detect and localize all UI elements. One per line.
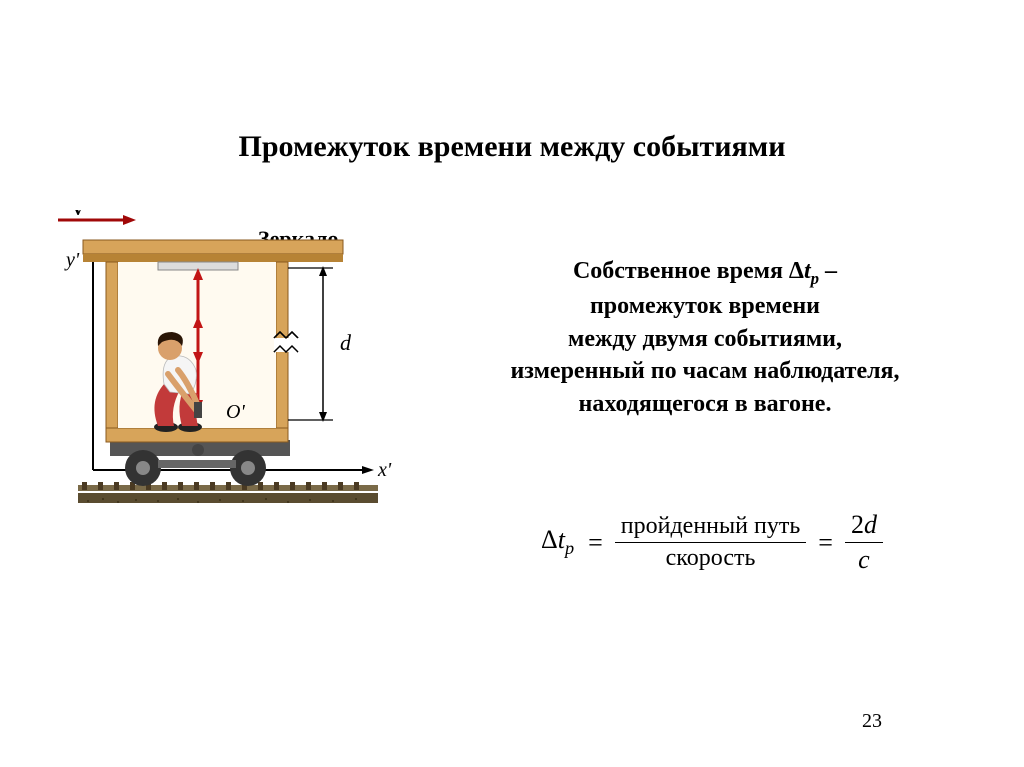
body-line-2: промежуток времени — [415, 290, 995, 322]
svg-text:v: v — [73, 210, 83, 220]
light-clock-figure: v y' x' — [48, 210, 408, 520]
figure-svg: v y' x' — [48, 210, 408, 520]
formula-frac-words: пройденный путь скорость — [615, 513, 806, 572]
body-line-4: измеренный по часам наблюдателя, — [415, 355, 995, 387]
body-line-3: между двумя событиями, — [415, 323, 995, 355]
proper-time-formula: Δtp = пройденный путь скорость = 2d c — [455, 510, 975, 575]
slide-title: Промежуток времени между событиями — [0, 130, 1024, 164]
o-prime-label: O' — [226, 401, 245, 423]
carriage — [83, 240, 343, 442]
body-line-1: Собственное время Δtp – — [415, 255, 995, 290]
formula-lhs: Δtp — [541, 525, 574, 559]
page-number: 23 — [862, 710, 882, 733]
velocity-arrow: v — [58, 210, 136, 225]
bogie — [110, 440, 290, 486]
svg-text:y': y' — [64, 249, 80, 271]
slide: Промежуток времени между событиями Зерка… — [0, 0, 1024, 767]
svg-text:d: d — [340, 330, 352, 355]
track — [78, 482, 378, 503]
y-prime-axis: y' — [64, 240, 97, 470]
proper-time-definition: Собственное время Δtp – промежуток време… — [415, 255, 995, 420]
formula-eq-2: = — [818, 528, 833, 558]
body-line-5: находящегося в вагоне. — [415, 388, 995, 420]
svg-text:x': x' — [377, 459, 392, 481]
formula-frac-symbols: 2d c — [845, 510, 883, 575]
formula-eq-1: = — [588, 528, 603, 558]
